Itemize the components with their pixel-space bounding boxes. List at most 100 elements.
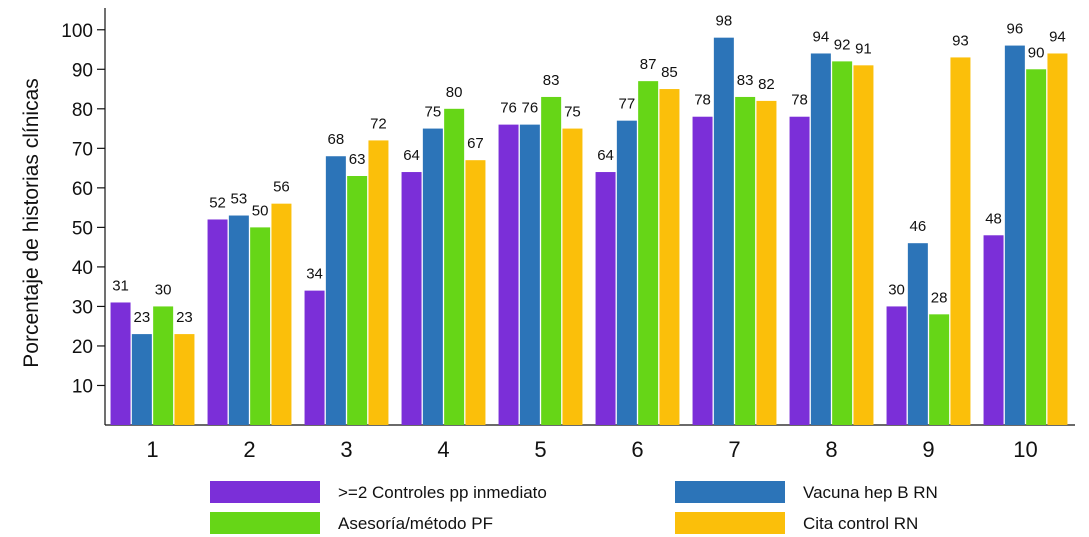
data-label: 52 [209,194,226,211]
y-tick-label: 10 [72,376,93,397]
bar-1-9 [886,306,907,425]
data-label: 75 [425,104,442,121]
bar-4-4 [465,160,486,425]
bar-4-6 [659,89,680,426]
bar-2-4 [422,128,443,426]
data-label: 63 [349,151,366,168]
data-label: 78 [694,92,711,109]
legend-label: Asesoría/método PF [338,514,493,533]
data-label: 91 [855,40,872,57]
data-label: 30 [888,281,905,298]
data-label: 68 [328,131,345,148]
y-tick-label: 90 [72,60,93,81]
bar-2-1 [131,334,152,425]
bar-1-2 [207,219,228,425]
bar-4-7 [756,100,777,426]
bar-3-8 [832,61,853,425]
data-label: 64 [403,147,420,164]
data-label: 31 [112,277,129,294]
data-label: 98 [716,13,733,30]
legend-label: >=2 Controles pp inmediato [338,483,547,502]
legend-swatch [675,481,785,503]
bar-2-7 [713,37,734,426]
data-label: 94 [813,28,830,45]
data-label: 87 [640,56,657,73]
x-tick-label: 6 [631,437,643,462]
data-label: 30 [155,281,172,298]
bar-3-10 [1026,69,1047,426]
legend-label: Cita control RN [803,514,918,533]
data-label: 90 [1028,44,1045,61]
bar-1-5 [498,124,519,425]
data-label: 28 [931,289,948,306]
x-tick-label: 10 [1013,437,1037,462]
data-label: 23 [176,309,193,326]
data-label: 83 [737,72,754,89]
data-label: 82 [758,76,775,93]
data-label: 75 [564,104,581,121]
data-label: 83 [543,72,560,89]
data-label: 53 [231,191,248,208]
bar-1-3 [304,290,325,425]
data-label: 92 [834,36,851,53]
bar-4-8 [853,65,874,425]
x-axis: 1 2 3 4 5 6 7 8 9 10 [105,424,1075,462]
bar-1-8 [789,116,810,425]
x-tick-label: 7 [728,437,740,462]
data-label: 76 [522,100,539,117]
bar-3-3 [347,176,368,425]
bar-3-5 [541,96,562,425]
data-label: 56 [273,179,290,196]
bar-1-10 [983,235,1004,425]
bar-4-1 [174,334,195,425]
bar-4-10 [1047,53,1068,425]
data-label: 48 [985,210,1002,227]
y-tick-label: 100 [61,21,93,42]
bar-4-2 [271,203,292,425]
data-label: 80 [446,84,463,101]
legend-swatch [210,481,320,503]
bar-3-2 [250,227,271,425]
x-tick-label: 1 [146,437,158,462]
data-label: 96 [1007,21,1024,38]
bars [110,37,1068,426]
y-tick-label: 40 [72,258,93,279]
x-tick-label: 4 [437,437,449,462]
data-label: 46 [910,218,927,235]
bar-3-6 [638,81,659,426]
x-tick-label: 9 [922,437,934,462]
bar-1-4 [401,172,422,425]
bar-1-6 [595,172,616,425]
bar-2-8 [810,53,831,425]
y-tick-label: 70 [72,139,93,160]
bar-1-1 [110,302,131,425]
x-tick-label: 2 [243,437,255,462]
x-tick-label: 8 [825,437,837,462]
legend: >=2 Controles pp inmediato Vacuna hep B R… [210,481,938,534]
data-label: 78 [791,92,808,109]
bar-2-5 [519,124,540,425]
data-label: 64 [597,147,614,164]
bar-1-7 [692,116,713,425]
bar-3-4 [444,108,465,426]
bar-2-3 [325,156,346,425]
bar-4-9 [950,57,971,426]
bar-4-3 [368,140,389,425]
y-tick-label: 50 [72,218,93,239]
data-label: 34 [306,266,323,283]
data-label: 77 [619,96,636,113]
y-axis-title: Porcentaje de historias clínicas [20,78,43,367]
data-label: 85 [661,64,678,81]
y-tick-label: 60 [72,179,93,200]
data-label: 23 [134,309,151,326]
bar-2-10 [1004,45,1025,425]
legend-swatch [210,512,320,534]
bar-2-9 [907,243,928,425]
x-tick-label: 3 [340,437,352,462]
legend-label: Vacuna hep B RN [803,483,938,502]
bar-3-9 [929,314,950,425]
data-label: 67 [467,135,484,152]
data-label: 76 [500,100,517,117]
